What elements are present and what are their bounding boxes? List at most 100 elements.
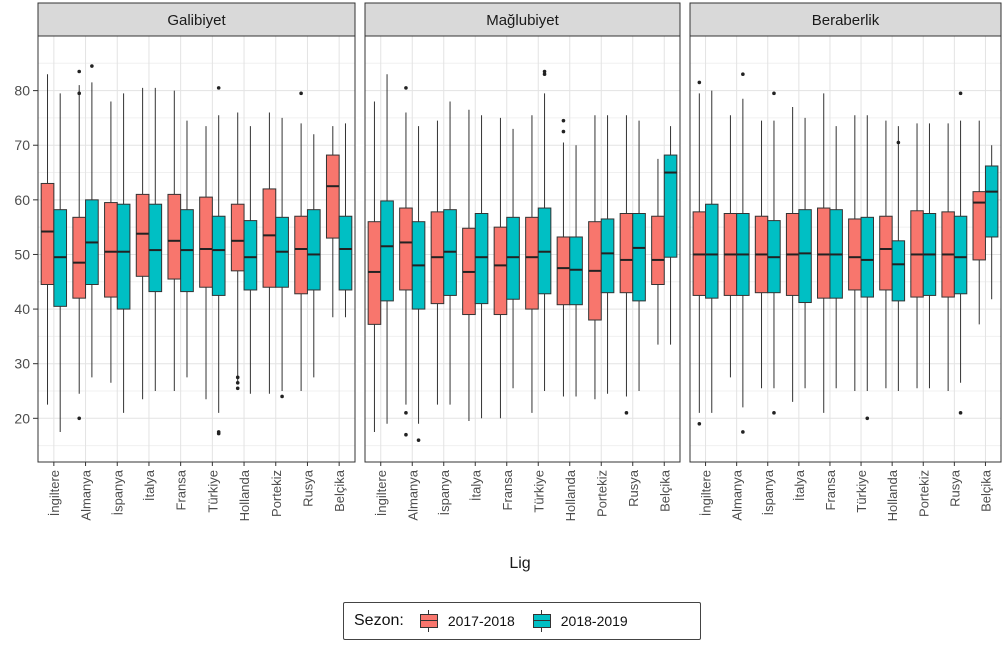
box (338, 215, 353, 291)
box (135, 193, 150, 277)
y-tick-label: 50 (14, 246, 30, 262)
box (72, 216, 87, 299)
facet-label: Galibiyet (167, 12, 226, 29)
box (953, 215, 968, 295)
box (705, 203, 719, 299)
outlier-point (404, 86, 408, 90)
box (663, 154, 678, 258)
y-tick-label: 30 (14, 356, 30, 372)
x-tick-label: Türkiye (531, 470, 546, 513)
box (325, 154, 340, 239)
box (506, 216, 520, 300)
x-tick-label: Belçika (978, 469, 993, 512)
box (399, 207, 413, 291)
x-tick-label: Fransa (823, 469, 838, 510)
outlier-point (772, 411, 776, 415)
outlier-point (216, 431, 221, 436)
x-tick-label: İngiltere (47, 470, 62, 516)
outlier-point (235, 386, 240, 391)
box (262, 188, 277, 288)
legend-item-2017-2018: 2017-2018 (418, 610, 515, 632)
box (148, 203, 163, 293)
x-tick-label: İtalya (142, 469, 157, 501)
box (860, 216, 874, 298)
outlier-point (561, 118, 566, 123)
box (600, 218, 615, 294)
box (199, 196, 213, 288)
box (493, 226, 508, 316)
box (367, 221, 382, 325)
x-tick-label: İtalya (468, 469, 483, 501)
legend-item-2018-2019: 2018-2019 (531, 610, 628, 632)
y-tick-label: 80 (14, 83, 30, 99)
boxplot-chart: 20 30 40 50 60 70 80 Galibiyet İngiltere Almanya İ… (14, 2, 1002, 572)
outlier-point (280, 394, 284, 399)
outlier-point (697, 80, 702, 85)
y-tick-label: 60 (14, 192, 30, 208)
x-tick-label: Rusya (947, 469, 962, 507)
x-tick-label: Belçika (657, 469, 672, 512)
x-tick-label: Almanya (79, 469, 94, 520)
box (104, 202, 118, 298)
y-tick-label: 70 (14, 137, 30, 153)
box (243, 220, 258, 291)
box (556, 236, 571, 306)
box (294, 215, 308, 295)
x-tick-label: İspanya (437, 469, 452, 515)
outlier-point (90, 64, 94, 68)
x-tick-label: İtalya (792, 469, 807, 501)
box (211, 215, 226, 296)
box (632, 213, 646, 302)
outlier-point (958, 91, 963, 96)
box (474, 213, 489, 305)
x-tick-label: Portekiz (269, 470, 284, 517)
box (569, 236, 583, 306)
outlier-point (77, 69, 82, 74)
outlier-point (216, 86, 221, 90)
legend-key-2018-2019 (531, 610, 553, 632)
y-tick-label: 40 (14, 301, 30, 317)
box (40, 182, 55, 285)
outlier-point (404, 432, 408, 437)
box (306, 209, 321, 291)
outlier-point (77, 91, 82, 96)
x-axis-title: Lig (509, 555, 530, 572)
outlier-point (697, 421, 702, 426)
x-tick-label: Almanya (730, 469, 745, 520)
x-tick-label: İspanya (761, 469, 776, 515)
x-tick-label: Türkiye (205, 470, 220, 513)
box (798, 209, 812, 304)
outlier-point (741, 430, 745, 434)
outlier-point (772, 91, 776, 96)
x-tick-label: Hollanda (563, 469, 578, 521)
box (619, 213, 634, 294)
facet-label: Mağlubiyet (486, 12, 559, 29)
x-tick-label: Fransa (174, 469, 189, 510)
box (848, 218, 862, 291)
facet-strip (689, 2, 1002, 37)
outlier-point (896, 140, 901, 145)
x-tick-label: Portekiz (916, 470, 931, 517)
x-tick-label: İspanya (110, 469, 125, 515)
outlier-point (958, 411, 963, 415)
legend-label-2018-2019: 2018-2019 (560, 613, 628, 629)
outlier-point (404, 411, 408, 415)
outlier-point (235, 375, 240, 380)
box (817, 207, 831, 299)
x-tick-label: Fransa (500, 469, 515, 510)
legend: Sezon: 2017-2018 2018-2019 (343, 602, 701, 640)
outlier-point (741, 72, 745, 77)
box (651, 215, 665, 286)
x-tick-label: İngiltere (699, 470, 714, 516)
x-tick-label: Portekiz (594, 470, 609, 517)
outlier-point (561, 129, 566, 134)
legend-title: Sezon: (354, 612, 404, 629)
outlier-point (865, 416, 870, 421)
outlier-point (542, 72, 547, 77)
x-tick-label: Rusya (300, 469, 315, 507)
box (230, 203, 245, 272)
facet-strip (364, 2, 681, 37)
x-tick-label: Almanya (405, 469, 420, 520)
outlier-point (624, 411, 629, 415)
outlier-point (235, 381, 240, 385)
